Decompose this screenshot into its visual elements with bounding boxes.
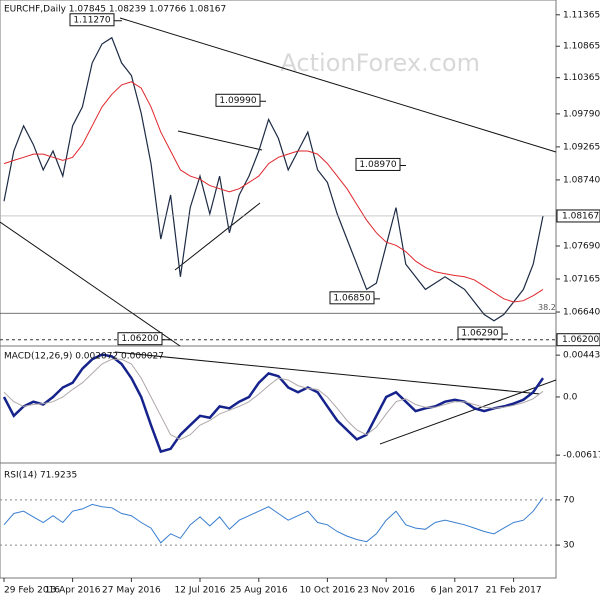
trend-line bbox=[177, 130, 263, 151]
y-tick-label: 1.06640 bbox=[563, 308, 600, 318]
annotation-box bbox=[457, 326, 503, 340]
x-tick-label: 25 Aug 2016 bbox=[230, 586, 288, 596]
x-tick-label: 21 Feb 2017 bbox=[486, 586, 542, 596]
current-price-box bbox=[556, 209, 600, 223]
trend-line bbox=[0, 221, 181, 347]
x-tick-label: 13 Apr 2016 bbox=[45, 586, 101, 596]
trend-line bbox=[119, 17, 557, 153]
support-label: 1.06200 bbox=[562, 335, 599, 345]
y-tick-label: 0.0 bbox=[563, 392, 578, 402]
y-tick-label: 1.09790 bbox=[563, 109, 600, 119]
trend-line bbox=[114, 351, 541, 395]
annotation-box bbox=[355, 157, 401, 171]
annotation-box bbox=[215, 93, 261, 107]
annotation-box bbox=[329, 291, 375, 305]
annotation-label: 1.06850 bbox=[333, 293, 370, 303]
annotation-label: 1.11270 bbox=[73, 15, 110, 25]
annotation-label: 1.06200 bbox=[121, 334, 158, 344]
annotation-label: 1.06290 bbox=[461, 329, 498, 339]
panel-title: EURCHF,Daily 1.07845 1.08239 1.07766 1.0… bbox=[4, 5, 226, 15]
x-tick-label: 23 Nov 2016 bbox=[357, 586, 415, 596]
x-tick-label: 12 Jul 2016 bbox=[175, 586, 226, 596]
annotation-label: 1.08970 bbox=[359, 160, 396, 170]
series-line bbox=[2, 353, 545, 454]
series-line bbox=[3, 358, 544, 440]
watermark: ActionForex.com bbox=[280, 49, 480, 77]
panel-title: RSI(14) 71.9235 bbox=[4, 471, 77, 481]
x-tick-label: 27 May 2016 bbox=[102, 586, 161, 596]
annotation-label: 1.09990 bbox=[219, 96, 256, 106]
trend-line bbox=[379, 379, 557, 445]
y-tick-label: 1.11365 bbox=[563, 10, 600, 20]
y-tick-label: -0.00617 bbox=[563, 451, 600, 461]
y-tick-label: 1.08740 bbox=[563, 175, 600, 185]
panel-title: MACD(12,26,9) 0.002072 0.000027 bbox=[4, 352, 164, 362]
x-tick-label: 29 Feb 2016 bbox=[4, 586, 60, 596]
x-tick-label: 6 Jan 2017 bbox=[431, 586, 479, 596]
series-line bbox=[3, 81, 544, 303]
fib-label: 38.2 bbox=[538, 303, 556, 312]
annotation-box bbox=[117, 332, 163, 346]
y-tick-label: 30 bbox=[563, 541, 575, 551]
series-line bbox=[3, 36, 544, 322]
y-tick-label: 1.10865 bbox=[563, 42, 600, 52]
annotation-box bbox=[69, 13, 115, 27]
y-tick-label: 1.07165 bbox=[563, 275, 600, 285]
y-tick-label: 1.07690 bbox=[563, 241, 600, 251]
support-box bbox=[556, 333, 600, 347]
y-tick-label: 1.09265 bbox=[563, 142, 600, 152]
plot-frame bbox=[0, 0, 557, 579]
series-line bbox=[3, 497, 544, 544]
current-price-label: 1.08167 bbox=[562, 211, 599, 221]
y-tick-label: 0.004435 bbox=[563, 351, 600, 361]
y-tick-label: 1.10365 bbox=[563, 73, 600, 83]
x-tick-label: 10 Oct 2016 bbox=[300, 586, 356, 596]
trend-line bbox=[174, 202, 261, 271]
y-tick-label: 70 bbox=[563, 495, 575, 505]
